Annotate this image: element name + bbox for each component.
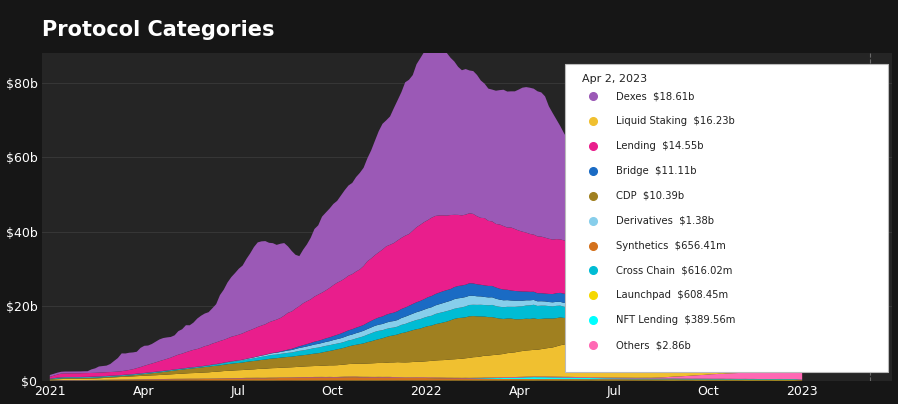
Text: Synthetics  $656.41m: Synthetics $656.41m (616, 240, 726, 250)
Text: Bridge  $11.11b: Bridge $11.11b (616, 166, 697, 176)
Text: Launchpad  $608.45m: Launchpad $608.45m (616, 290, 728, 300)
Text: Protocol Categories: Protocol Categories (42, 20, 275, 40)
Text: Liquid Staking  $16.23b: Liquid Staking $16.23b (616, 116, 735, 126)
Text: NFT Lending  $389.56m: NFT Lending $389.56m (616, 315, 735, 325)
Text: Dexes  $18.61b: Dexes $18.61b (616, 91, 694, 101)
Text: Lending  $14.55b: Lending $14.55b (616, 141, 704, 151)
Text: CDP  $10.39b: CDP $10.39b (616, 191, 684, 201)
FancyBboxPatch shape (565, 64, 888, 372)
Text: Derivatives  $1.38b: Derivatives $1.38b (616, 216, 714, 226)
Text: Others  $2.86b: Others $2.86b (616, 340, 691, 350)
Text: Apr 2, 2023: Apr 2, 2023 (582, 74, 647, 84)
Text: Cross Chain  $616.02m: Cross Chain $616.02m (616, 265, 733, 276)
